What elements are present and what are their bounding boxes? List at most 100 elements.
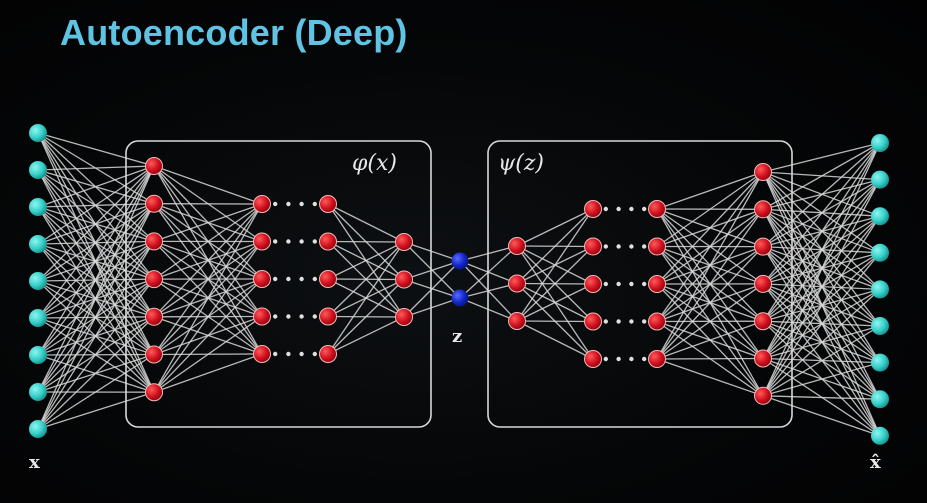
edge-latent-dec1 xyxy=(459,245,518,262)
edge-enc1-enc2 xyxy=(153,165,263,205)
edge-latent-dec1 xyxy=(459,282,518,299)
ellipsis-dot xyxy=(642,319,647,324)
ellipsis-dot xyxy=(629,281,634,287)
output-node xyxy=(871,390,889,409)
enc3-node xyxy=(319,232,337,251)
ellipsis-dot xyxy=(642,356,647,362)
edge-dec1-dec2 xyxy=(516,320,594,360)
dec1-node xyxy=(508,312,526,330)
edge-input-enc1 xyxy=(37,165,155,356)
ellipsis-dot xyxy=(299,314,304,319)
ellipsis-dot xyxy=(273,314,278,319)
dec4-node xyxy=(754,386,772,405)
network-nodes xyxy=(29,124,889,445)
ellipsis-dot xyxy=(616,356,621,362)
ellipsis-dot xyxy=(286,351,291,357)
edge-dec4-output xyxy=(762,142,881,173)
input-node xyxy=(29,161,47,179)
dec4-node xyxy=(754,312,772,331)
dec3-node xyxy=(648,200,666,218)
ellipsis-dot xyxy=(273,276,278,282)
edge-latent-dec1 xyxy=(459,245,518,299)
ellipsis-dots xyxy=(273,201,647,362)
edge-input-enc1 xyxy=(37,241,155,430)
ellipsis-dot xyxy=(286,276,291,282)
enc1-node xyxy=(145,383,163,402)
enc4-node xyxy=(395,233,413,251)
enc2-node xyxy=(253,270,271,288)
edge-dec1-dec2 xyxy=(516,320,594,323)
dec2-node xyxy=(584,200,602,218)
output-node xyxy=(871,243,889,262)
edge-enc1-enc2 xyxy=(153,203,263,355)
enc1-node xyxy=(145,157,163,175)
edge-dec1-dec2 xyxy=(516,246,594,322)
edge-input-enc1 xyxy=(37,165,155,319)
ellipsis-dot xyxy=(629,319,634,324)
dec4-node xyxy=(754,163,772,181)
dec4-node xyxy=(754,200,772,219)
enc1-node xyxy=(145,307,163,326)
edge-input-enc1 xyxy=(37,316,155,430)
edge-enc3-enc4 xyxy=(327,279,405,355)
output-node xyxy=(871,317,889,335)
dec3-node xyxy=(648,237,666,256)
edge-dec1-dec2 xyxy=(516,283,594,322)
edge-dec3-dec4 xyxy=(656,208,764,360)
edge-enc3-enc4 xyxy=(327,316,405,355)
edge-enc3-enc4 xyxy=(327,240,405,243)
slide-title: Autoencoder (Deep) xyxy=(60,12,408,53)
edge-dec3-dec4 xyxy=(656,171,764,322)
output-node xyxy=(871,353,889,372)
ellipsis-dot xyxy=(299,201,304,207)
enc2-node xyxy=(253,232,271,251)
dec2-node xyxy=(584,275,602,293)
input-node xyxy=(29,383,47,401)
ellipsis-dot xyxy=(312,239,317,244)
encoder-box xyxy=(125,140,432,428)
edge-enc4-latent xyxy=(403,260,461,318)
enc4-node xyxy=(395,270,413,289)
edge-enc1-enc2 xyxy=(153,241,263,393)
edge-enc1-enc2 xyxy=(153,203,263,318)
input-label: x xyxy=(29,452,40,473)
enc3-node xyxy=(319,307,337,326)
edge-input-enc1 xyxy=(37,165,155,393)
ellipsis-dot xyxy=(616,281,621,287)
ellipsis-dot xyxy=(642,244,647,249)
output-node xyxy=(871,134,889,152)
edge-enc1-enc2 xyxy=(153,203,263,393)
edge-dec4-output xyxy=(762,395,881,400)
edge-input-enc1 xyxy=(37,165,155,208)
enc2-node xyxy=(253,345,271,363)
dec1-node xyxy=(508,274,526,293)
dec3-node xyxy=(648,312,666,331)
ellipsis-dot xyxy=(603,356,608,362)
ellipsis-dot xyxy=(312,314,317,319)
edge-enc4-latent xyxy=(403,260,461,281)
edge-input-enc1 xyxy=(37,391,155,430)
input-node xyxy=(29,420,47,438)
edge-dec4-output xyxy=(762,142,881,210)
edge-input-enc1 xyxy=(37,203,155,430)
dec2-node xyxy=(584,312,602,331)
edge-enc1-enc2 xyxy=(153,203,263,280)
input-node xyxy=(29,235,47,253)
enc1-node xyxy=(145,194,163,213)
edge-dec4-output xyxy=(762,215,881,397)
input-node xyxy=(29,346,47,364)
ellipsis-dot xyxy=(273,239,278,244)
edge-dec3-dec4 xyxy=(656,171,764,248)
ellipsis-dot xyxy=(273,201,278,207)
ellipsis-dot xyxy=(629,244,634,249)
edge-dec3-dec4 xyxy=(656,357,764,360)
edge-latent-dec1 xyxy=(459,297,518,322)
enc1-node xyxy=(145,232,163,251)
enc3-node xyxy=(319,345,337,363)
edge-dec3-dec4 xyxy=(656,171,764,360)
edge-dec4-output xyxy=(762,325,881,397)
edge-dec3-dec4 xyxy=(656,358,764,397)
output-node xyxy=(871,280,889,299)
edge-dec4-output xyxy=(762,361,881,397)
